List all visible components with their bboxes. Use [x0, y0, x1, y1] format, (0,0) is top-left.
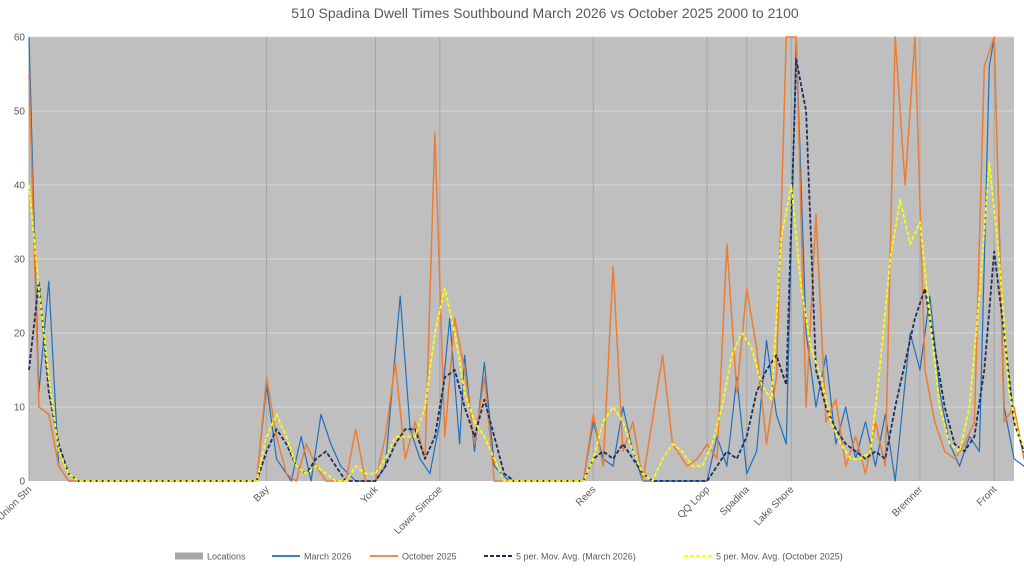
y-axis-ticks: 0 10 20 30 40 50 60: [14, 33, 26, 488]
gridlines: [29, 36, 1014, 408]
legend-swatch-locations: [175, 552, 203, 560]
x-tick-label: Bay: [252, 484, 272, 504]
x-tick-label: Front: [975, 484, 999, 508]
legend-label-locations: Locations: [207, 552, 246, 562]
legend: Locations March 2026 October 2025 5 per. Mo…: [175, 552, 843, 562]
chart-title: 510 Spadina Dwell Times Southbound March…: [291, 5, 799, 21]
y-tick-label: 50: [14, 107, 26, 118]
y-tick-label: 40: [14, 181, 26, 192]
x-tick-label: Bremner: [890, 484, 925, 519]
x-tick-label: Rees: [574, 484, 598, 508]
y-tick-label: 20: [14, 329, 26, 340]
legend-label-october_avg: 5 per. Mov. Avg. (October 2025): [716, 552, 843, 562]
x-tick-label: Lower Simcoe: [392, 484, 445, 537]
x-tick-label: Spadina: [718, 484, 752, 518]
legend-label-march_avg: 5 per. Mov. Avg. (March 2026): [516, 552, 636, 562]
legend-label-march: March 2026: [304, 552, 352, 562]
x-tick-label: York: [359, 484, 381, 506]
y-tick-label: 60: [14, 33, 26, 44]
y-tick-label: 0: [19, 477, 25, 488]
x-axis-location-labels: Union Stn Bay York Lower Simcoe Rees QQ Loop S…: [0, 484, 999, 537]
series-line-october: [28, 36, 1024, 482]
series-layer: [28, 36, 1024, 482]
x-tick-label: QQ Loop: [676, 484, 713, 521]
x-tick-label: Union Stn: [0, 484, 34, 523]
y-tick-label: 10: [14, 403, 26, 414]
y-tick-label: 30: [14, 255, 26, 266]
legend-label-october: October 2025: [402, 552, 457, 562]
x-tick-label: Lake Shore: [752, 484, 796, 528]
